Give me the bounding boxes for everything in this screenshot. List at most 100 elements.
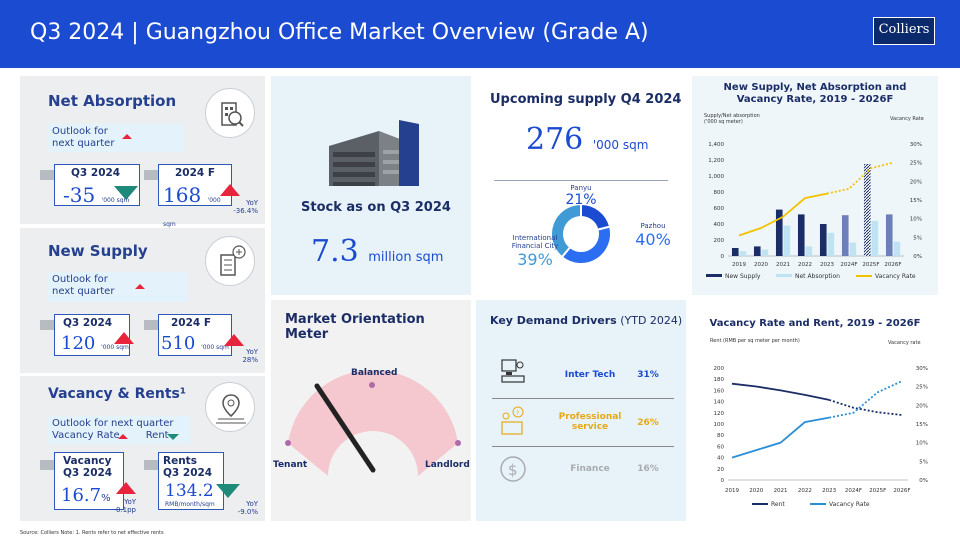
chart1-bar-new-supply <box>753 246 761 256</box>
buildings-icon <box>40 320 56 330</box>
chart1-y2tick: 0% <box>913 254 922 260</box>
chart2-xtick: 2022 <box>798 488 812 494</box>
meter-label-balanced: Balanced <box>351 368 398 378</box>
chart2-ytick: 140 <box>714 400 725 406</box>
chart2-panel: Vacancy Rate and Rent, 2019 - 2026F Rent… <box>692 300 938 521</box>
up-arrow-icon <box>220 184 240 196</box>
chart2-xtick: 2026F <box>893 488 910 494</box>
donut-label-pazhou: Pazhou 40% <box>635 222 671 249</box>
chart2-xtick: 2019 <box>725 488 739 494</box>
chart2-ytick: 160 <box>714 388 725 394</box>
chart1-bar-net-absorption <box>761 249 769 256</box>
chart2-y2tick: 10% <box>916 441 928 447</box>
chart1-bar-net-absorption <box>739 251 747 256</box>
rent-outlook-down-icon <box>167 434 179 440</box>
chart1-y2tick: 10% <box>910 217 922 223</box>
chart1-svg: 0 200 400 600 800 1,000 1,200 1,400 0% 5% 10% 15% 20… <box>706 142 922 280</box>
chart2-legend-label: Vacancy Rate <box>829 501 870 508</box>
up-arrow-icon <box>116 482 136 494</box>
vacancy-rents-title: Vacancy & Rents¹ <box>48 386 187 402</box>
chart1-y2tick: 25% <box>910 161 922 167</box>
new-supply-forecast-box: 2024 F 510 '000 sqm <box>158 314 232 356</box>
chart2-y2tick: 25% <box>916 385 928 391</box>
rents-box: Rents Q3 2024 134.2 RMB/month/sqm <box>158 452 224 510</box>
chart1-xtick: 2020 <box>754 262 768 268</box>
chart2-right-axis-label: Vacancy rate <box>888 340 921 346</box>
upcoming-supply-panel: Upcoming supply Q4 2024 276 '000 sqm Pan… <box>476 76 686 295</box>
chart1-bar-net-absorption <box>805 246 813 256</box>
stock-panel: Stock as on Q3 2024 7.3 million sqm <box>271 76 471 295</box>
net-absorption-q3-value: -35 <box>63 183 96 207</box>
net-absorption-q3-box: Q3 2024 -35 '000 sqm <box>54 164 140 207</box>
chart1-bar-new-supply <box>841 215 849 256</box>
donut-label-ifc: International Financial City 39% <box>511 234 559 269</box>
chart1-xtick: 2022 <box>798 262 812 268</box>
down-arrow-icon <box>216 484 240 498</box>
down-arrow-icon <box>114 186 138 200</box>
chart2-svg: 0 20 40 60 80 100 120 140 160 180 200 0% 5% 10% 15% 20%… <box>714 366 929 508</box>
colliers-logo: Colliers <box>873 17 935 45</box>
chart1-ytick: 1,200 <box>708 158 724 164</box>
chart1-xtick: 2024F <box>840 262 857 268</box>
meter-label-landlord: Landlord <box>425 460 470 470</box>
chart1-y2tick: 30% <box>910 142 922 148</box>
buildings-icon <box>144 170 160 180</box>
outlook-up-arrow-icon <box>135 284 145 289</box>
new-supply-forecast-value: 510 <box>161 333 196 354</box>
market-meter-title: Market Orientation Meter <box>285 312 425 342</box>
chart2-title: Vacancy Rate and Rent, 2019 - 2026F <box>709 318 921 329</box>
meter-label-tenant: Tenant <box>273 460 308 470</box>
outlook-up-arrow-icon <box>122 134 132 139</box>
chat-person-icon: ? <box>501 406 524 435</box>
chart1-legend-swatch <box>776 274 792 277</box>
chart1-bar-new-supply <box>731 248 739 256</box>
net-absorption-yoy: -36.4% <box>233 207 258 215</box>
chart1-bar-new-supply <box>775 209 783 256</box>
vacancy-outlook-up-icon <box>118 434 128 439</box>
chart2-y2tick: 15% <box>916 422 928 428</box>
upcoming-supply-title: Upcoming supply Q4 2024 <box>490 92 682 107</box>
new-supply-q3-value: 120 <box>61 333 96 354</box>
new-supply-panel: New Supply Outlook for next quarter Q3 2… <box>20 228 265 373</box>
chart1-bar-new-supply <box>819 224 827 256</box>
new-supply-outlook: Outlook for next quarter <box>48 272 188 302</box>
chart1-xtick: 2021 <box>776 262 790 268</box>
map-pin-icon <box>205 382 255 432</box>
chart2-legend-label: Rent <box>771 501 785 508</box>
chart1-bar-new-supply <box>885 214 893 256</box>
chart2-ytick: 120 <box>714 411 725 417</box>
chart1-y2tick: 5% <box>913 235 922 241</box>
svg-text:?: ? <box>516 410 519 417</box>
header-bar: Q3 2024 | Guangzhou Office Market Overvi… <box>0 0 960 68</box>
net-absorption-panel: Net Absorption Outlook for next quarter … <box>20 76 265 228</box>
chart1-legend-label: Net Absorption <box>795 273 840 280</box>
up-arrow-icon <box>114 332 134 344</box>
chart1-panel: New Supply, Net Absorption and Vacancy R… <box>692 76 938 295</box>
new-supply-title: New Supply <box>48 242 148 260</box>
chart2-xtick: 2023 <box>822 488 836 494</box>
chart1-xtick: 2026F <box>884 262 901 268</box>
demand-drivers-title: Key Demand Drivers (YTD 2024) <box>490 314 683 327</box>
chart1-legend-label: New Supply <box>725 273 761 280</box>
stock-value: 7.3 <box>311 234 359 269</box>
chart1-ytick: 400 <box>714 222 725 228</box>
chart2-xtick: 2025F <box>869 488 886 494</box>
chart2-ytick: 80 <box>717 433 724 439</box>
building-plus-icon <box>205 236 255 286</box>
chart1-legend-swatch <box>706 274 722 277</box>
chart1-bar-net-absorption <box>849 242 857 256</box>
chart2-left-axis-label: Rent (RMB per sq meter per month) <box>710 338 800 344</box>
page-title: Q3 2024 | Guangzhou Office Market Overvi… <box>30 20 649 45</box>
net-absorption-outlook: Outlook for next quarter <box>48 124 184 152</box>
source-note: Source: Colliers Note: 1. Rents refer to… <box>20 530 164 536</box>
chart2-line-0 <box>731 382 830 401</box>
up-arrow-icon <box>224 334 244 346</box>
driver-row-finance: $ Finance 16% <box>488 450 688 496</box>
market-meter-panel: Market Orientation Meter Balanced Tenant… <box>271 300 471 521</box>
chart1-xtick: 2019 <box>732 262 746 268</box>
chart2-y2tick: 20% <box>916 403 928 409</box>
chart2-ytick: 180 <box>714 377 725 383</box>
chart1-legend-label: Vacancy Rate <box>875 273 916 280</box>
stock-title: Stock as on Q3 2024 <box>301 200 451 215</box>
chart1-ytick: 200 <box>714 238 725 244</box>
